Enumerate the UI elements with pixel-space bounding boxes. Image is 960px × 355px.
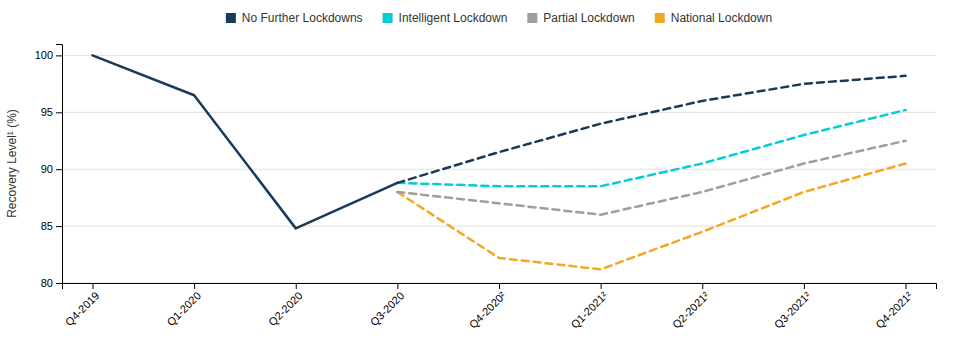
legend-swatch: [383, 13, 393, 23]
y-tick-mark: [56, 283, 62, 284]
grid-line: [62, 112, 936, 113]
x-tick: Q4-2019: [63, 283, 102, 328]
legend-swatch: [226, 13, 236, 23]
x-tick-label: Q4-2021²: [873, 289, 915, 331]
lines: [92, 55, 905, 269]
grid-line: [62, 226, 936, 227]
legend-item: Partial Lockdown: [527, 11, 634, 25]
grid-line: [62, 55, 936, 56]
legend-label: Partial Lockdown: [543, 11, 634, 25]
x-tick-label: Q1-2021²: [568, 289, 610, 331]
y-tick-mark: [56, 55, 62, 56]
legend-label: No Further Lockdowns: [242, 11, 363, 25]
y-tick: 95: [41, 106, 62, 118]
x-tick-mark: [397, 283, 398, 289]
x-tick-label: Q3-2021²: [772, 289, 814, 331]
x-axis-line: [63, 284, 937, 290]
grid: [62, 55, 936, 283]
legend-label: National Lockdown: [671, 11, 772, 25]
x-tick-mark: [499, 283, 500, 289]
x-tick-mark: [804, 283, 805, 289]
x-tick: Q2-2021²: [670, 283, 712, 331]
legend-item: Intelligent Lockdown: [383, 11, 508, 25]
series-line: [92, 55, 397, 228]
x-tick-label: Q4-2019: [63, 289, 102, 328]
plot: 80859095100Q4-2019Q1-2020Q2-2020Q3-2020Q…: [35, 45, 937, 331]
y-tick-label: 80: [41, 277, 53, 289]
y-tick-mark: [56, 226, 62, 227]
y-axis: 80 85 90 95 100: [35, 45, 63, 290]
y-tick: 85: [41, 220, 62, 232]
x-tick-label: Q2-2021²: [670, 289, 712, 331]
y-tick: 100: [35, 49, 62, 61]
y-axis-title: Recovery Level¹ (%): [5, 109, 19, 218]
x-tick-label: Q1-2020: [164, 289, 203, 328]
legend-item: National Lockdown: [655, 11, 772, 25]
y-tick-label: 85: [41, 220, 53, 232]
legend: No Further Lockdowns Intelligent Lockdown…: [226, 11, 772, 25]
x-axis: Q4-2019 Q1-2020 Q2-2020 Q3-2020 Q4-2020² Q1-2…: [63, 283, 937, 331]
y-axis-line: [56, 45, 63, 284]
x-tick: Q1-2020: [164, 283, 203, 328]
x-tick-mark: [601, 283, 602, 289]
x-tick-label: Q2-2020: [266, 289, 305, 328]
y-tick-label: 95: [41, 106, 53, 118]
x-tick-mark: [906, 283, 907, 289]
grid-line: [62, 169, 936, 170]
y-tick-label: 90: [41, 163, 53, 175]
x-tick-mark: [194, 283, 195, 289]
series-line: [397, 141, 905, 215]
x-tick-mark: [702, 283, 703, 289]
x-tick-label: Q4-2020²: [467, 289, 509, 331]
x-tick: Q4-2021²: [873, 283, 915, 331]
x-tick-label: Q3-2020: [368, 289, 407, 328]
y-tick-mark: [56, 112, 62, 113]
legend-swatch: [527, 13, 537, 23]
legend-label: Intelligent Lockdown: [399, 11, 508, 25]
y-tick: 80: [41, 277, 62, 289]
x-tick-mark: [92, 283, 93, 289]
series-line: [397, 110, 905, 186]
legend-swatch: [655, 13, 665, 23]
x-tick: Q1-2021²: [568, 283, 610, 331]
series-line: [397, 164, 905, 270]
y-tick-label: 100: [35, 49, 53, 61]
x-tick: Q3-2021²: [772, 283, 814, 331]
chart: 80859095100Q4-2019Q1-2020Q2-2020Q3-2020Q…: [0, 0, 960, 355]
x-tick: Q3-2020: [368, 283, 407, 328]
x-tick: Q4-2020²: [467, 283, 509, 331]
x-tick: Q2-2020: [266, 283, 305, 328]
y-tick: 90: [41, 163, 62, 175]
y-tick-mark: [56, 169, 62, 170]
x-tick-mark: [296, 283, 297, 289]
legend-item: No Further Lockdowns: [226, 11, 363, 25]
series-line: [397, 76, 905, 183]
